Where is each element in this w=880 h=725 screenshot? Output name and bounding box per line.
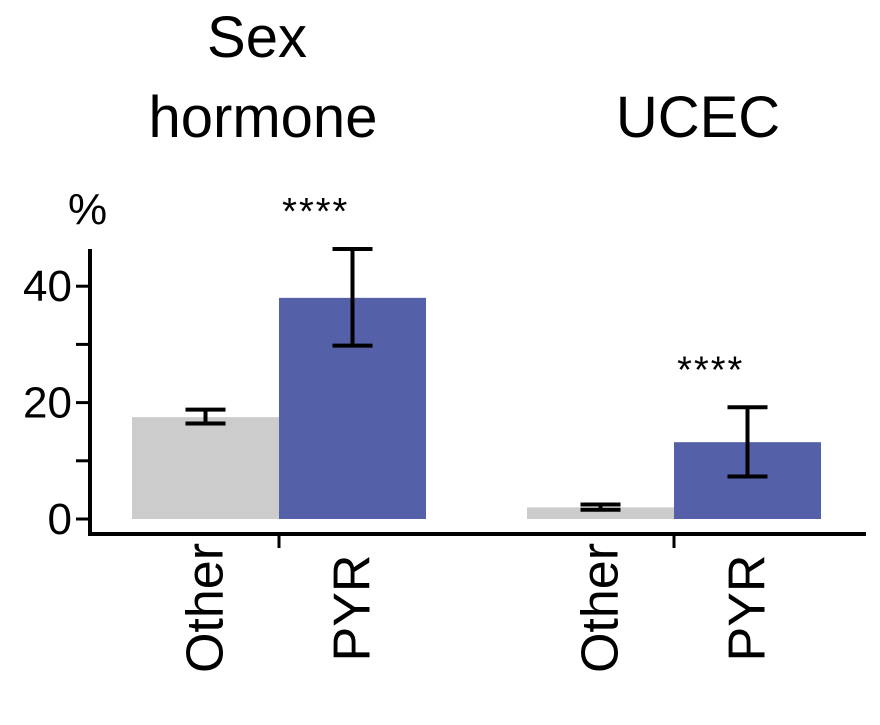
y-tick-label: 0 bbox=[48, 495, 72, 544]
significance-labels: **** **** bbox=[282, 191, 744, 391]
x-ticks bbox=[277, 534, 676, 548]
group-2-title: UCEC bbox=[616, 85, 780, 150]
category-label-other: Other bbox=[177, 543, 235, 673]
category-label-other: Other bbox=[572, 543, 630, 673]
bars bbox=[132, 297, 821, 519]
bar-other bbox=[132, 417, 279, 519]
y-tick-label: 40 bbox=[23, 262, 72, 311]
bar-other bbox=[527, 507, 674, 519]
category-labels: Other PYR Other PYR bbox=[177, 543, 777, 673]
category-label-pyr: PYR bbox=[324, 555, 382, 662]
y-axis-unit: % bbox=[68, 185, 107, 234]
error-bars bbox=[185, 246, 768, 512]
y-ticks: 0 20 40 bbox=[23, 262, 90, 544]
group-1-title-line-2: hormone bbox=[149, 85, 378, 150]
category-label-pyr: PYR bbox=[719, 555, 777, 662]
group-1-title-line-1: Sex bbox=[207, 5, 307, 70]
y-tick-label: 20 bbox=[23, 379, 72, 428]
significance-label: **** bbox=[677, 349, 744, 391]
significance-label: **** bbox=[282, 191, 349, 233]
